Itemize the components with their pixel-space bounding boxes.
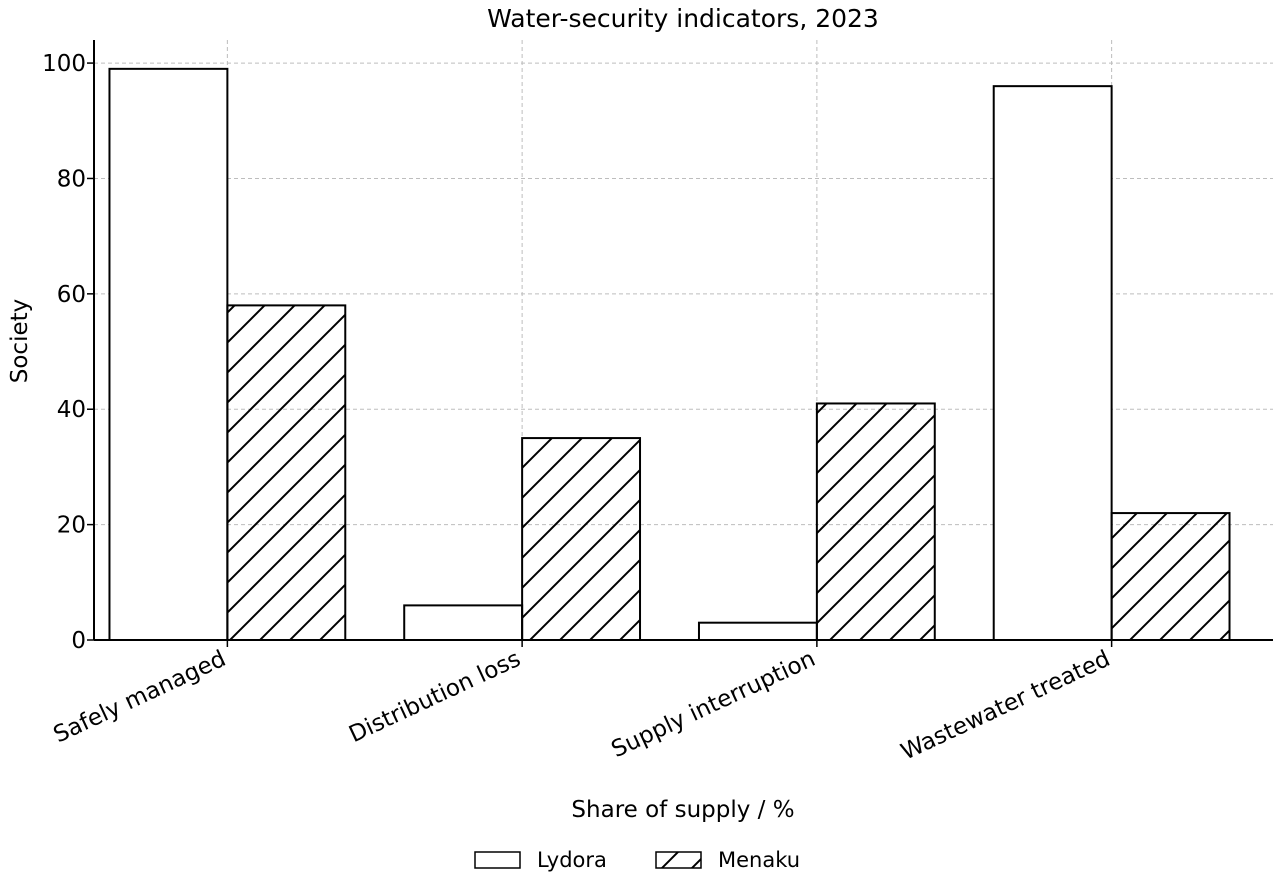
y-tick-label: 100 bbox=[42, 51, 86, 77]
chart-title: Water-security indicators, 2023 bbox=[487, 4, 879, 33]
x-tick-label: Safely managed bbox=[50, 646, 230, 749]
bar-menaku-1 bbox=[521, 437, 642, 642]
bar-menaku-3 bbox=[1110, 512, 1231, 641]
y-tick-label: 40 bbox=[57, 397, 86, 423]
x-tick-label: Distribution loss bbox=[345, 646, 524, 748]
legend: Lydora Menaku bbox=[474, 848, 800, 872]
bar-menaku-2 bbox=[815, 402, 936, 642]
bar-menaku-0 bbox=[226, 304, 347, 641]
y-tick-label: 80 bbox=[57, 166, 86, 192]
bars bbox=[108, 67, 1231, 642]
x-tick-labels: Safely managed Distribution loss Supply in… bbox=[50, 646, 1115, 766]
y-tick-label: 60 bbox=[57, 282, 86, 308]
bar-lydora-3 bbox=[992, 85, 1113, 641]
y-tick-label: 20 bbox=[57, 513, 86, 539]
legend-label-lydora: Lydora bbox=[537, 848, 607, 872]
y-tick-label: 0 bbox=[71, 628, 86, 654]
y-axis-title: Society bbox=[7, 299, 33, 384]
bar-lydora-0 bbox=[108, 67, 229, 642]
x-tick-label: Wastewater treated bbox=[897, 646, 1114, 766]
legend-swatch-menaku bbox=[655, 851, 702, 869]
bar-lydora-1 bbox=[403, 604, 524, 642]
y-tick-labels: 0 20 40 60 80 100 bbox=[42, 51, 86, 654]
axes bbox=[87, 40, 1273, 647]
bar-lydora-2 bbox=[697, 621, 818, 642]
x-axis-title: Share of supply / % bbox=[571, 797, 794, 823]
x-tick-label: Supply interruption bbox=[608, 646, 820, 763]
legend-label-menaku: Menaku bbox=[718, 848, 800, 872]
legend-swatch-lydora bbox=[474, 851, 521, 869]
